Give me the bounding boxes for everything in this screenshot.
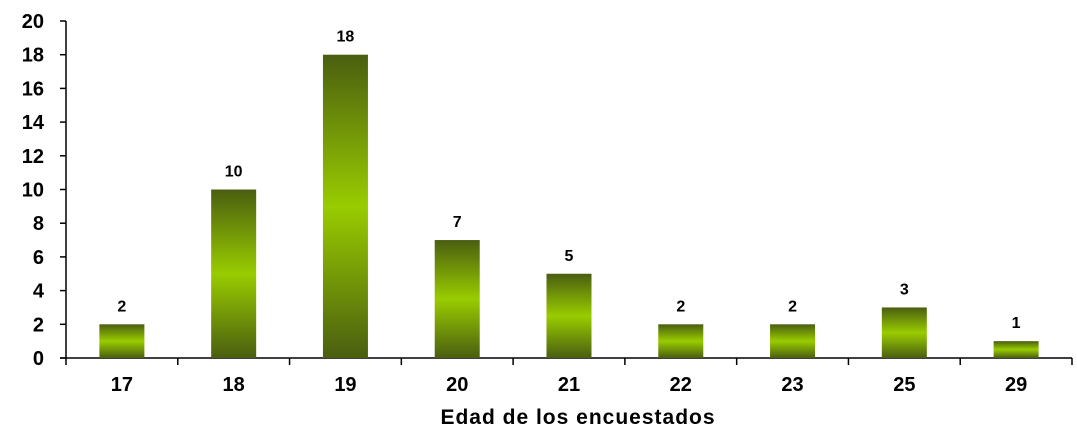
- x-axis: 17 18 19 20 21 22 23 25 29: [60, 357, 1073, 396]
- data-label-25: 3: [900, 281, 909, 298]
- data-label-22: 2: [676, 298, 685, 315]
- y-tick-label: 10: [22, 180, 44, 202]
- bar-22: [658, 324, 704, 358]
- bar-23: [770, 324, 816, 358]
- bar-20: [434, 240, 480, 358]
- bar-21: [546, 273, 592, 358]
- x-tick-label: 25: [893, 374, 915, 396]
- bar-25: [881, 307, 927, 358]
- data-label-17: 2: [117, 298, 126, 315]
- data-label-19: 18: [337, 29, 355, 46]
- bars: [99, 54, 1039, 358]
- y-tick-label: 2: [33, 314, 44, 336]
- data-labels: 2 10 18 7 5 2 2 3 1: [117, 29, 1020, 332]
- data-label-20: 7: [453, 214, 462, 231]
- data-label-21: 5: [565, 248, 574, 265]
- y-tick-label: 0: [33, 348, 44, 370]
- y-tick-label: 4: [33, 281, 45, 303]
- y-tick-label: 16: [22, 78, 44, 100]
- x-tick-label: 22: [670, 374, 692, 396]
- x-tick-label: 21: [558, 374, 580, 396]
- bar-19: [322, 54, 368, 358]
- x-tick-label: 29: [1005, 374, 1027, 396]
- y-tick-label: 18: [22, 45, 44, 67]
- data-label-29: 1: [1012, 315, 1021, 332]
- y-tick-label: 12: [22, 146, 44, 168]
- x-tick-label: 18: [223, 374, 245, 396]
- x-tick-label: 20: [446, 374, 468, 396]
- x-tick-label: 17: [111, 374, 133, 396]
- bar-18: [211, 189, 257, 358]
- y-tick-label: 14: [22, 112, 45, 134]
- bar-17: [99, 324, 145, 358]
- y-axis: 0 2 4 6 8 10 12 14 16 18 20: [22, 11, 67, 370]
- x-tick-label: 23: [781, 374, 803, 396]
- data-label-23: 2: [788, 298, 797, 315]
- y-tick-label: 6: [33, 247, 44, 269]
- data-label-18: 10: [225, 164, 243, 181]
- x-tick-label: 19: [334, 374, 356, 396]
- y-tick-label: 8: [33, 213, 44, 235]
- x-axis-title: Edad de los encuestados: [440, 406, 715, 428]
- y-tick-label: 20: [22, 11, 44, 33]
- bar-29: [993, 341, 1039, 358]
